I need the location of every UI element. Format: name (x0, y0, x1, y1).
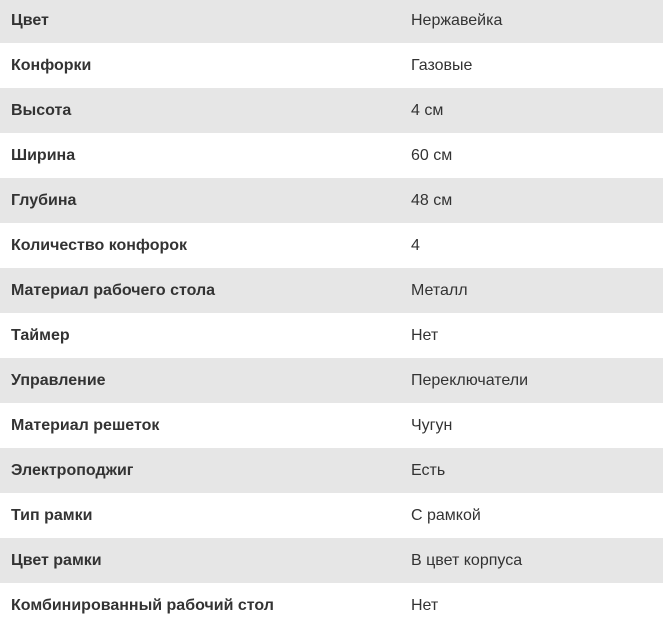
spec-value: С рамкой (411, 506, 481, 524)
spec-label: Материал рабочего стола (11, 281, 216, 299)
spec-value: Нет (411, 596, 439, 614)
spec-row: Цвет рамки В цвет корпуса (0, 538, 663, 583)
spec-value: 4 см (411, 101, 444, 119)
spec-label: Глубина (11, 191, 77, 209)
spec-value: 60 см (411, 146, 453, 164)
spec-row: Цвет Нержавейка (0, 0, 663, 43)
spec-label: Тип рамки (11, 506, 93, 524)
spec-row: Количество конфорок 4 (0, 223, 663, 268)
spec-label: Таймер (11, 326, 70, 344)
spec-row: Глубина 48 см (0, 178, 663, 223)
spec-value: 4 (411, 236, 420, 254)
spec-label: Количество конфорок (11, 236, 188, 254)
spec-label: Высота (11, 101, 72, 119)
spec-label: Цвет рамки (11, 551, 102, 569)
spec-row: Конфорки Газовые (0, 43, 663, 88)
spec-row: Высота 4 см (0, 88, 663, 133)
spec-value: 48 см (411, 191, 453, 209)
spec-row: Тип рамки С рамкой (0, 493, 663, 538)
spec-value: Чугун (411, 416, 453, 434)
spec-row: Материал решеток Чугун (0, 403, 663, 448)
spec-row: Управление Переключатели (0, 358, 663, 403)
spec-label: Конфорки (11, 56, 92, 74)
spec-label: Комбинированный рабочий стол (11, 596, 274, 614)
spec-row: Электроподжиг Есть (0, 448, 663, 493)
spec-row: Ширина 60 см (0, 133, 663, 178)
spec-row: Таймер Нет (0, 313, 663, 358)
spec-label: Материал решеток (11, 416, 160, 434)
spec-value: В цвет корпуса (411, 551, 523, 569)
spec-label: Ширина (11, 146, 76, 164)
spec-value: Газовые (411, 56, 473, 74)
spec-value: Металл (411, 281, 468, 299)
spec-label: Управление (11, 371, 106, 389)
spec-value: Есть (411, 461, 446, 479)
spec-label: Цвет (11, 11, 49, 29)
spec-value: Переключатели (411, 371, 529, 389)
spec-label: Электроподжиг (11, 461, 134, 479)
spec-row: Комбинированный рабочий стол Нет (0, 583, 663, 628)
spec-value: Нержавейка (411, 11, 503, 29)
spec-row: Материал рабочего стола Металл (0, 268, 663, 313)
spec-value: Нет (411, 326, 439, 344)
